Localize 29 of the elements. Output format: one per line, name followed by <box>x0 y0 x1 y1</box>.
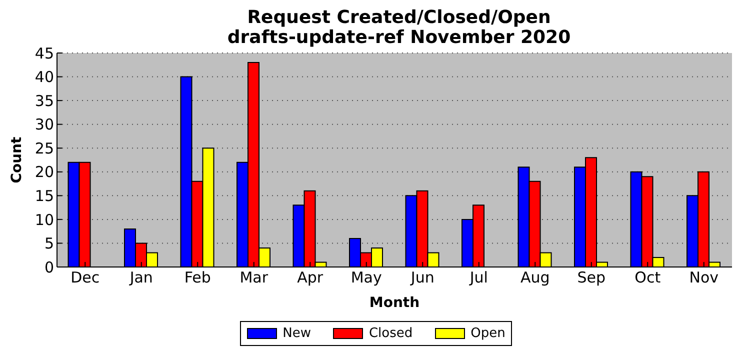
x-tick-label: Apr <box>297 268 324 287</box>
y-tick-label: 35 <box>34 92 54 110</box>
x-tick-label: Jul <box>468 268 488 287</box>
y-tick-label: 10 <box>34 210 54 229</box>
x-tick-label: Oct <box>634 268 661 287</box>
y-tick-label: 0 <box>44 258 54 276</box>
x-tick-label: May <box>350 268 382 287</box>
x-tick-label: Sep <box>577 268 606 287</box>
y-tick-label: 30 <box>34 116 54 134</box>
x-tick-label: Mar <box>240 268 269 287</box>
y-tick-label: 5 <box>44 234 54 253</box>
y-axis-title: Count <box>8 136 25 184</box>
y-tick-label: 25 <box>34 139 54 158</box>
x-axis-title: Month <box>369 295 420 311</box>
x-tick-label: Nov <box>689 268 719 287</box>
y-tick-label: 45 <box>34 44 54 62</box>
chart-subtitle: drafts-update-ref November 2020 <box>226 27 572 48</box>
legend-label: Closed <box>368 326 413 341</box>
y-tick-label: 40 <box>34 68 54 86</box>
legend-label: New <box>282 326 311 341</box>
x-tick-label: Feb <box>184 268 211 287</box>
x-tick-label: Jun <box>410 268 434 287</box>
legend-label: Open <box>470 326 506 341</box>
x-tick-label: Jan <box>128 268 153 287</box>
y-tick-label: 20 <box>34 163 54 182</box>
y-tick-label: 15 <box>34 186 54 205</box>
x-tick-label: Aug <box>520 268 550 287</box>
chart-title: Request Created/Closed/Open <box>246 7 552 28</box>
x-tick-label: Dec <box>70 268 100 287</box>
